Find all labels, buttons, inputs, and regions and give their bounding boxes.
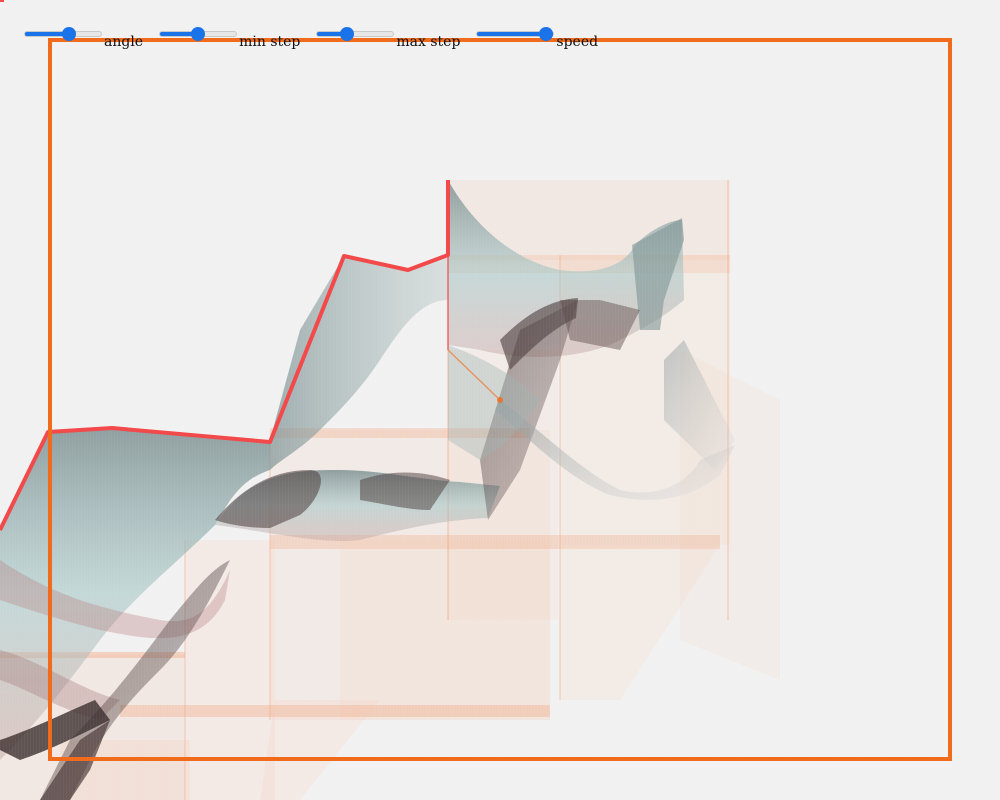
control-speed: speed	[476, 24, 598, 49]
control-min-step: min step	[159, 24, 300, 49]
speed-slider[interactable]	[476, 24, 555, 44]
angle-label: angle	[104, 34, 144, 50]
max-step-slider[interactable]	[316, 24, 395, 44]
min-step-label: min step	[239, 34, 301, 50]
angle-slider[interactable]	[24, 24, 102, 44]
max-step-label: max step	[396, 34, 461, 50]
ridge-line	[0, 180, 450, 531]
control-angle: angle	[24, 24, 143, 49]
control-max-step: max step	[316, 24, 460, 49]
controls-bar: angle min step max step speed	[24, 22, 614, 49]
speed-label: speed	[556, 34, 599, 50]
min-step-slider[interactable]	[159, 24, 238, 44]
